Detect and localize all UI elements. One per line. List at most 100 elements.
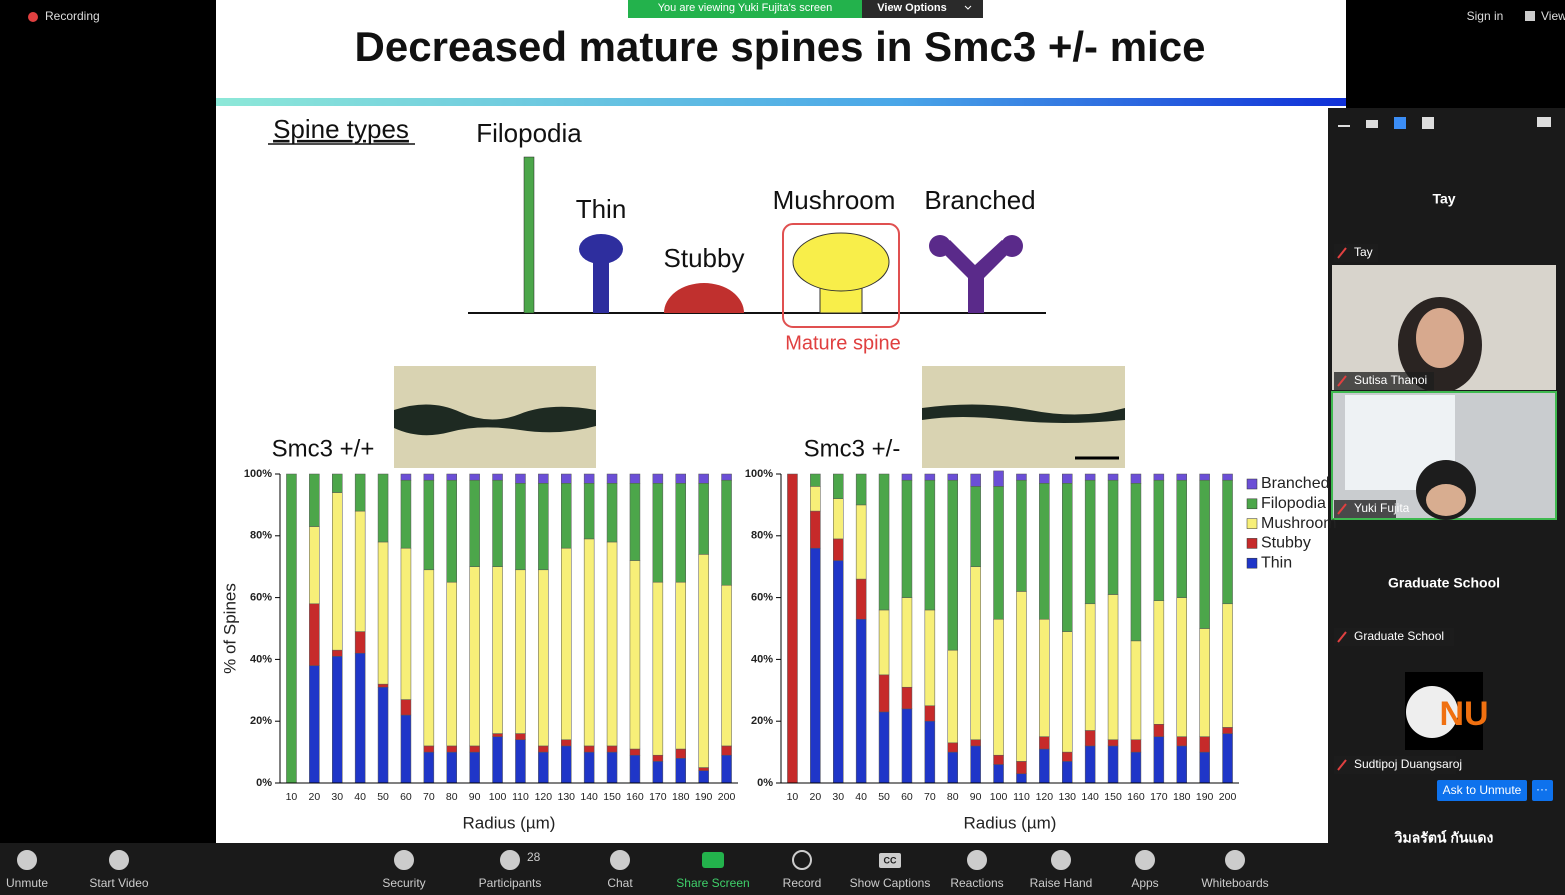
toolbar-label[interactable]: Unmute bbox=[6, 876, 48, 890]
bar-segment bbox=[970, 486, 981, 567]
bar-segment bbox=[538, 745, 549, 753]
toolbar-label[interactable]: Apps bbox=[1131, 876, 1158, 890]
legend-label: Stubby bbox=[1261, 535, 1311, 552]
bar-segment bbox=[309, 665, 320, 784]
toolbar-label[interactable]: Participants bbox=[479, 876, 542, 890]
bar-segment bbox=[993, 764, 1004, 784]
more-button[interactable] bbox=[1532, 780, 1553, 801]
toolbar-icon[interactable] bbox=[500, 850, 520, 870]
icon[interactable] bbox=[1537, 117, 1551, 127]
toolbar-icon[interactable] bbox=[1225, 850, 1245, 870]
bar-segment bbox=[309, 603, 320, 666]
toolbar-label[interactable]: Share Screen bbox=[676, 876, 749, 890]
x-tick-label: 110 bbox=[1013, 791, 1030, 803]
bar-segment bbox=[332, 656, 343, 784]
toolbar-icon[interactable] bbox=[702, 852, 724, 868]
toolbar-icon[interactable] bbox=[1135, 850, 1155, 870]
bar-segment bbox=[1016, 773, 1027, 784]
bar-segment bbox=[400, 714, 412, 784]
x-tick-label: 150 bbox=[603, 791, 621, 803]
bar-segment bbox=[652, 754, 664, 762]
view-options-label[interactable]: View Options bbox=[877, 2, 946, 14]
toolbar-icon[interactable] bbox=[879, 853, 901, 868]
bar-segment bbox=[1039, 748, 1050, 784]
sign-in[interactable]: Sign in bbox=[1467, 9, 1504, 23]
bar-segment bbox=[423, 745, 435, 753]
y-tick-label: 40% bbox=[250, 653, 272, 665]
toolbar-label[interactable]: Reactions bbox=[950, 876, 1003, 890]
toolbar-label[interactable]: Chat bbox=[607, 876, 633, 890]
toolbar-icon[interactable] bbox=[792, 850, 812, 870]
bar-segment bbox=[469, 745, 480, 753]
bar-segment bbox=[629, 483, 641, 561]
toolbar-label[interactable]: Security bbox=[382, 876, 425, 890]
more-label[interactable]: ··· bbox=[1536, 782, 1548, 796]
view-options[interactable] bbox=[862, 0, 983, 18]
bar-segment bbox=[1222, 727, 1233, 734]
bar-segment bbox=[901, 479, 913, 598]
bar-segment bbox=[629, 560, 641, 750]
view-button[interactable]: View bbox=[1541, 9, 1565, 23]
y-tick-label: 20% bbox=[751, 715, 773, 727]
ask-label[interactable]: Ask to Unmute bbox=[1443, 783, 1522, 797]
toolbar-icon[interactable] bbox=[610, 850, 630, 870]
x-tick-label: 70 bbox=[924, 791, 936, 803]
x-axis-label: Radius (µm) bbox=[964, 813, 1057, 832]
icon[interactable] bbox=[1422, 117, 1434, 129]
x-tick-label: 80 bbox=[947, 791, 959, 803]
y-tick-label: 100% bbox=[244, 468, 272, 480]
bar-segment bbox=[1176, 745, 1187, 784]
bar-segment bbox=[309, 526, 320, 605]
toolbar-label[interactable]: Whiteboards bbox=[1201, 876, 1268, 890]
toolbar-icon[interactable] bbox=[394, 850, 414, 870]
bar-segment bbox=[947, 479, 958, 651]
bar-segment bbox=[377, 473, 389, 543]
x-tick-label: 10 bbox=[286, 791, 298, 803]
bar-segment bbox=[993, 486, 1004, 620]
toolbar-label[interactable]: Start Video bbox=[89, 876, 148, 890]
toolbar-icon[interactable] bbox=[17, 850, 37, 870]
branched-head bbox=[1001, 235, 1023, 257]
bar-segment bbox=[423, 569, 435, 747]
bar-segment bbox=[1130, 739, 1142, 753]
bar-segment bbox=[924, 720, 936, 784]
bar-segment bbox=[947, 649, 958, 744]
thin-stem bbox=[593, 256, 609, 313]
genotype: Smc3 +/+ bbox=[272, 435, 375, 462]
spine-label: Filopodia bbox=[476, 118, 582, 148]
mute-icon bbox=[1337, 503, 1347, 515]
bar-segment bbox=[561, 547, 572, 740]
bar-segment bbox=[583, 745, 595, 753]
icon[interactable] bbox=[1366, 120, 1378, 128]
icon[interactable] bbox=[1394, 117, 1406, 129]
bar-segment bbox=[1107, 473, 1119, 481]
y-tick-label: 60% bbox=[250, 592, 272, 604]
bar-segment bbox=[810, 510, 821, 549]
toolbar-icon[interactable] bbox=[1051, 850, 1071, 870]
bar-segment bbox=[924, 473, 936, 481]
bar-segment bbox=[810, 547, 821, 784]
toolbar-label[interactable]: Record bbox=[783, 876, 822, 890]
bar-segment bbox=[1062, 473, 1073, 484]
toolbar-icon[interactable] bbox=[109, 850, 129, 870]
legend-label: Thin bbox=[1261, 554, 1292, 571]
bar-segment bbox=[993, 754, 1004, 765]
toolbar-label[interactable]: Show Captions bbox=[850, 876, 931, 890]
ask-button[interactable] bbox=[1437, 780, 1527, 801]
bar-segment bbox=[492, 473, 503, 481]
icon[interactable] bbox=[1338, 125, 1350, 127]
legend-label: Mushroom bbox=[1261, 515, 1337, 532]
bar-segment bbox=[469, 473, 480, 481]
bar-segment bbox=[1199, 479, 1210, 629]
bar-segment bbox=[1130, 483, 1142, 642]
legend-swatch bbox=[1246, 538, 1258, 549]
toolbar-label[interactable]: Raise Hand bbox=[1030, 876, 1093, 890]
bar-segment bbox=[538, 473, 549, 484]
bar-segment bbox=[721, 754, 732, 784]
bar-segment bbox=[721, 473, 732, 481]
bar-segment bbox=[833, 498, 844, 540]
y-tick-label: 60% bbox=[751, 592, 773, 604]
y-axis-label: % of Spines bbox=[220, 583, 239, 674]
bar-segment bbox=[721, 584, 732, 747]
toolbar-icon[interactable] bbox=[967, 850, 987, 870]
